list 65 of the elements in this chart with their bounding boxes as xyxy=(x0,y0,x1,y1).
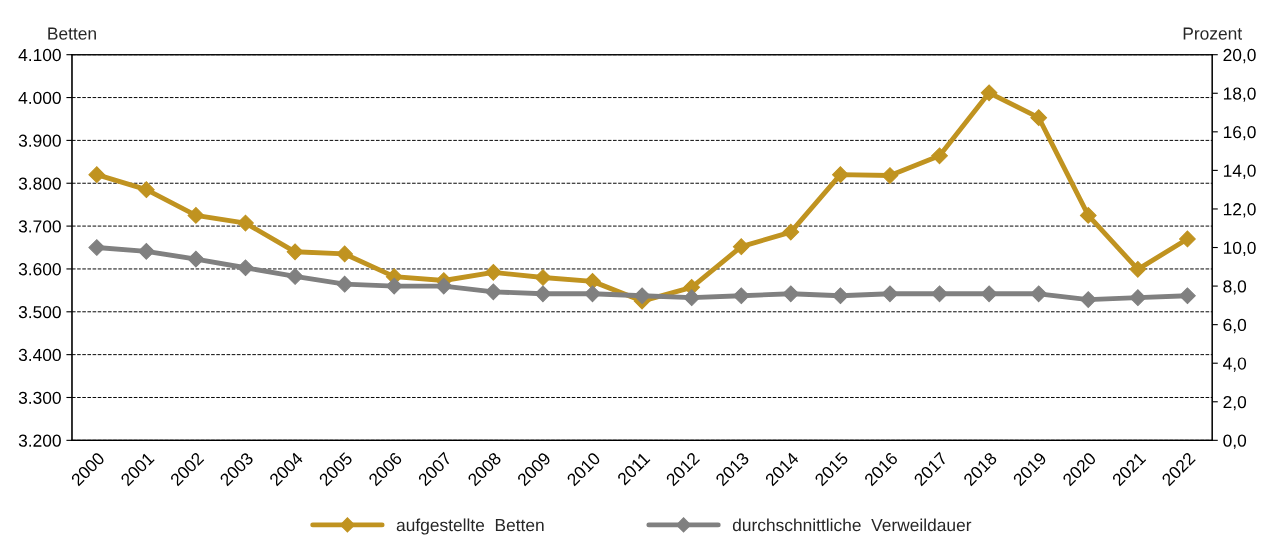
point xyxy=(1179,287,1196,305)
point xyxy=(732,238,750,256)
y-tick-label: 3.800 xyxy=(18,177,61,190)
point xyxy=(1129,289,1147,307)
y-tick-label: 3.200 xyxy=(18,434,61,447)
point xyxy=(435,277,453,295)
point xyxy=(881,167,899,184)
point xyxy=(286,268,304,285)
y2-tick-label: 20,0 xyxy=(1223,48,1256,64)
point xyxy=(980,285,998,303)
y2-axis-title: Prozent xyxy=(1183,27,1242,40)
point xyxy=(88,166,106,184)
point xyxy=(782,285,800,303)
point xyxy=(187,250,205,268)
y-tick-label: 3.300 xyxy=(18,391,61,404)
y2-tick-label: 18,0 xyxy=(1223,87,1256,102)
y-tick-label: 4.000 xyxy=(18,91,61,105)
y2-tick-label: 10,0 xyxy=(1223,241,1256,257)
point xyxy=(1079,291,1097,308)
y2-tick-label: 16,0 xyxy=(1223,125,1256,141)
point xyxy=(187,207,205,224)
y-tick-label: 4.100 xyxy=(18,48,61,62)
y2-tick-label: 8,0 xyxy=(1223,280,1247,295)
point xyxy=(782,223,800,241)
point xyxy=(1030,285,1048,303)
y2-tick-label: 0,0 xyxy=(1223,434,1247,449)
y2-tick-label: 4,0 xyxy=(1223,357,1247,372)
point xyxy=(385,277,403,295)
point xyxy=(237,214,254,232)
point xyxy=(881,285,899,303)
point xyxy=(1079,207,1097,224)
point xyxy=(137,243,155,260)
point xyxy=(980,84,998,102)
point xyxy=(237,259,254,277)
point xyxy=(484,263,502,281)
point xyxy=(1030,109,1048,127)
y-tick-label: 3.400 xyxy=(18,348,61,362)
y2-tick-label: 6,0 xyxy=(1223,318,1247,334)
y2-tick-label: 14,0 xyxy=(1223,164,1256,179)
legend-label: aufgestellte Betten xyxy=(396,518,544,535)
point xyxy=(832,287,849,305)
point xyxy=(286,243,304,261)
y-tick-label: 3.600 xyxy=(18,263,61,276)
y-tick-label: 3.500 xyxy=(18,305,61,319)
point xyxy=(931,147,948,165)
point xyxy=(1129,260,1147,278)
point xyxy=(732,287,750,305)
point xyxy=(584,285,601,303)
y2-tick-label: 12,0 xyxy=(1223,203,1256,218)
point xyxy=(1179,230,1196,248)
point xyxy=(534,269,552,286)
point xyxy=(534,285,552,303)
legend-label: durchschnittliche Verweildauer xyxy=(732,518,972,532)
y-tick-label: 3.700 xyxy=(18,220,61,233)
point xyxy=(584,272,601,290)
y2-tick-label: 2,0 xyxy=(1223,395,1247,411)
y-axis-title: Betten xyxy=(48,27,96,40)
point xyxy=(832,166,849,184)
point xyxy=(683,289,701,307)
point xyxy=(484,283,502,301)
point xyxy=(336,245,354,263)
y-tick-label: 3.900 xyxy=(18,134,61,147)
point xyxy=(137,181,155,199)
point xyxy=(88,239,106,256)
point xyxy=(931,285,948,303)
